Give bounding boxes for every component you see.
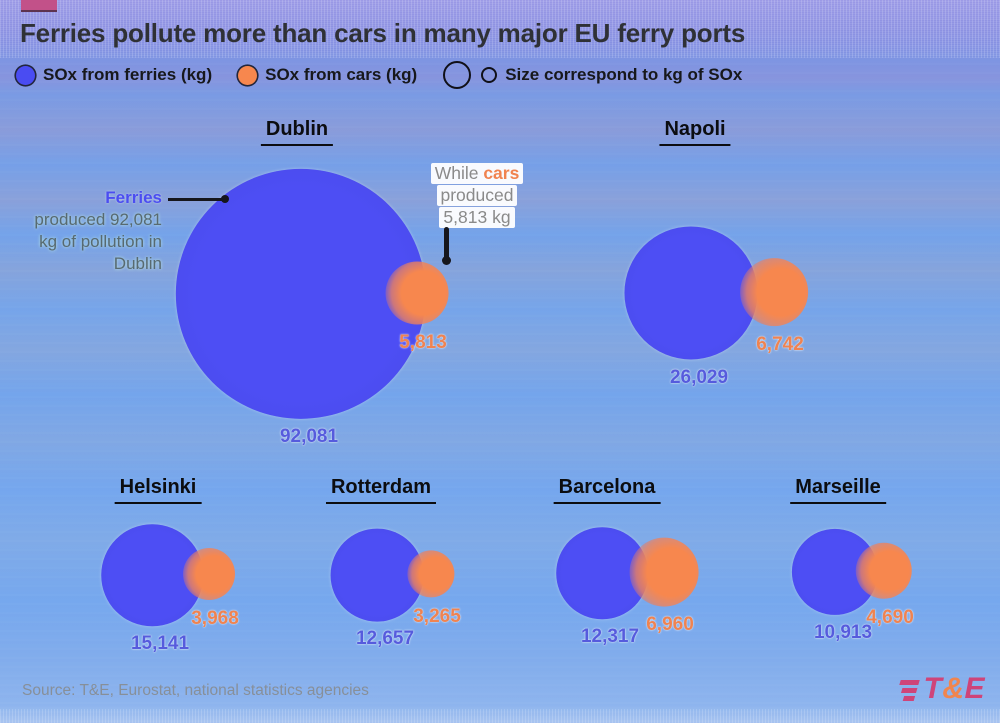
- background-noise-bottom: [0, 709, 1000, 723]
- cars-annotation-line2: produced: [436, 185, 518, 206]
- car-value-marseille: 4,690: [866, 607, 914, 629]
- car-value-helsinki: 3,968: [191, 607, 239, 629]
- cars-annotation-line3: 5,813 kg: [439, 207, 515, 228]
- car-bubble-marseille: [855, 542, 913, 600]
- ferry-value-rotterdam: 12,657: [355, 628, 415, 650]
- car-bubble-barcelona: [629, 537, 699, 607]
- legend-size-label: Size correspond to kg of SOx: [505, 65, 743, 84]
- car-bubble-napoli: [740, 258, 808, 326]
- city-title-barcelona: Barcelona: [553, 476, 661, 504]
- legend: SOx from ferries (kg) SOx from cars (kg)…: [16, 61, 742, 89]
- cars-annotation-highlight: cars: [483, 163, 520, 183]
- legend-ferries-label: SOx from ferries (kg): [43, 65, 213, 84]
- city-title-dublin: Dublin: [260, 118, 334, 146]
- car-bubble-helsinki: [183, 548, 235, 600]
- cars-annotation-lead: While: [434, 163, 484, 183]
- ferries-annotation-line4: Dublin: [113, 254, 162, 273]
- logo-ampersand: &: [942, 672, 965, 705]
- legend-item-cars: SOx from cars (kg): [238, 65, 417, 85]
- te-logo-text: T&E: [923, 674, 985, 704]
- ferry-bubble-napoli: [624, 226, 758, 360]
- car-bubble-dublin: [385, 261, 449, 325]
- city-title-napoli: Napoli: [659, 118, 731, 146]
- te-logo-bars-icon: [895, 678, 921, 701]
- ferries-annotation-pointer-dot: [221, 195, 229, 203]
- ferry-bubble-dublin: [175, 168, 427, 420]
- ferries-annotation-highlight: Ferries: [105, 188, 162, 207]
- ferries-swatch-icon: [16, 65, 35, 85]
- legend-cars-label: SOx from cars (kg): [265, 65, 418, 84]
- ferry-value-barcelona: 12,317: [580, 625, 640, 647]
- legend-item-size: Size correspond to kg of SOx: [443, 61, 742, 89]
- ferry-value-marseille: 10,913: [813, 622, 873, 644]
- page-title: Ferries pollute more than cars in many m…: [20, 18, 746, 48]
- brand-color-tab: [21, 0, 57, 12]
- car-bubble-rotterdam: [407, 550, 455, 598]
- cars-annotation: While cars produced 5,813 kg: [430, 163, 524, 229]
- logo-letter-t: T: [923, 672, 943, 705]
- ferries-annotation: Ferries produced 92,081 kg of pollution …: [20, 187, 162, 275]
- size-circle-large-icon: [443, 61, 472, 89]
- car-value-rotterdam: 3,265: [413, 605, 461, 627]
- city-title-rotterdam: Rotterdam: [325, 476, 437, 504]
- cars-swatch-icon: [238, 65, 258, 85]
- car-value-napoli: 6,742: [756, 333, 804, 355]
- logo-letter-e: E: [964, 672, 985, 705]
- te-logo: T&E: [898, 674, 985, 704]
- car-value-barcelona: 6,960: [646, 614, 694, 636]
- cars-annotation-pointer-dot: [442, 256, 451, 265]
- ferries-annotation-line3: kg of pollution in: [39, 232, 162, 251]
- legend-item-ferries: SOx from ferries (kg): [16, 65, 212, 85]
- size-circle-small-icon: [481, 67, 498, 83]
- source-credit: Source: T&E, Eurostat, national statisti…: [22, 682, 369, 699]
- ferry-value-helsinki: 15,141: [130, 632, 190, 654]
- ferry-value-napoli: 26,029: [669, 366, 729, 388]
- city-title-helsinki: Helsinki: [114, 476, 202, 504]
- cars-annotation-pointer-line: [444, 227, 449, 260]
- city-title-marseille: Marseille: [790, 476, 886, 504]
- ferries-annotation-line2: produced 92,081: [34, 210, 162, 229]
- ferry-value-dublin: 92,081: [279, 426, 339, 448]
- cars-annotation-line1: While cars: [430, 163, 524, 184]
- car-value-dublin: 5,813: [399, 332, 447, 354]
- ferries-annotation-pointer-line: [168, 198, 223, 201]
